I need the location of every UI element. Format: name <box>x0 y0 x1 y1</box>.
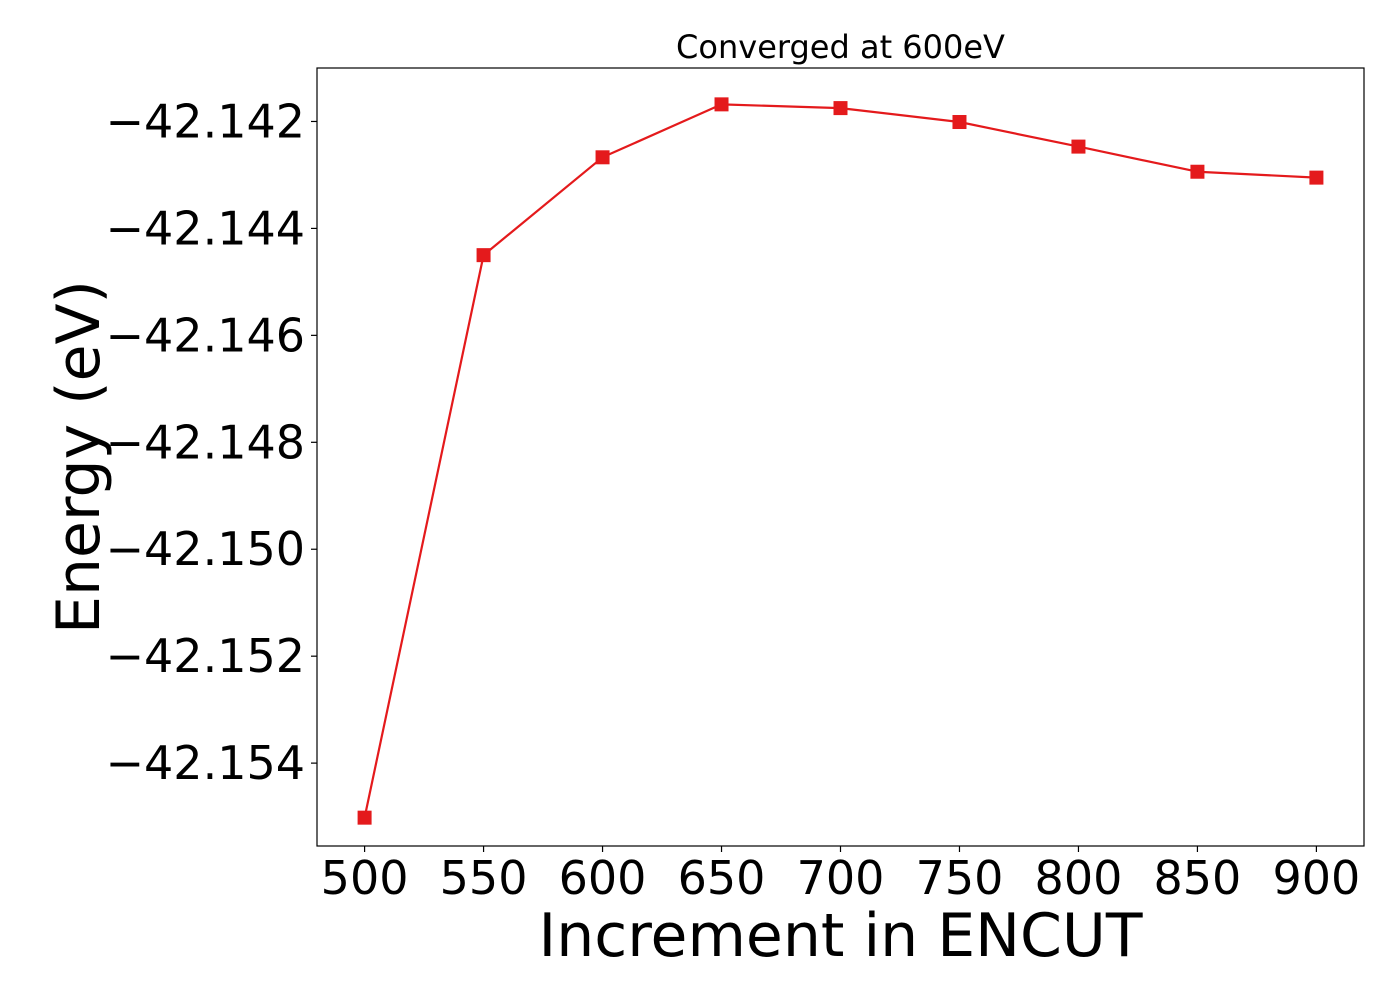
data-point-marker <box>595 150 610 165</box>
data-point-marker <box>833 101 848 116</box>
y-tick-label: −42.152 <box>106 629 306 683</box>
y-tick-label: −42.142 <box>106 94 306 148</box>
y-tick-label: −42.148 <box>106 415 306 469</box>
plot-area <box>357 97 1324 825</box>
axis-ticks: 500 550 600 650 700 750 800 850 900 −42.154 −42.15… <box>106 94 1361 905</box>
x-tick-label: 850 <box>1154 851 1242 905</box>
chart-title: Converged at 600eV <box>676 28 1005 66</box>
x-tick-label: 900 <box>1273 851 1361 905</box>
plot-frame <box>316 67 1365 847</box>
y-tick-label: −42.150 <box>106 522 306 576</box>
data-point-marker <box>476 248 491 263</box>
y-axis-label: Energy (eV) <box>44 280 114 634</box>
x-tick-label: 700 <box>797 851 885 905</box>
x-tick-label: 750 <box>916 851 1004 905</box>
data-point-marker <box>714 97 729 112</box>
data-point-marker <box>1190 164 1205 179</box>
y-tick-label: −42.154 <box>106 736 306 790</box>
data-point-marker <box>1071 139 1086 154</box>
x-axis-label: Increment in ENCUT <box>539 901 1143 971</box>
x-tick-label: 550 <box>440 851 528 905</box>
x-tick-label: 650 <box>678 851 766 905</box>
data-point-marker <box>952 115 967 130</box>
y-tick-label: −42.146 <box>106 308 306 362</box>
data-point-marker <box>357 810 372 825</box>
x-tick-label: 600 <box>559 851 647 905</box>
y-tick-label: −42.144 <box>106 201 306 255</box>
x-tick-label: 800 <box>1035 851 1123 905</box>
x-tick-label: 500 <box>321 851 409 905</box>
data-point-marker <box>1309 170 1324 185</box>
